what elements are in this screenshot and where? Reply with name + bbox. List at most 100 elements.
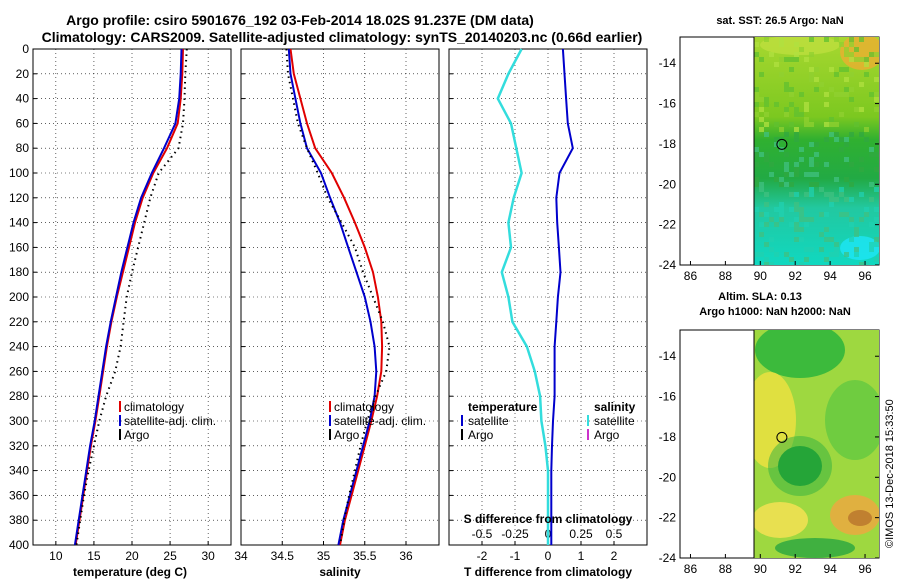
difference-xlabel: T difference from climatology — [464, 565, 632, 579]
x-tick-label: -1 — [510, 549, 521, 563]
map-y-tick-label: -22 — [659, 511, 677, 525]
sst-pixel — [799, 217, 804, 222]
legend-s-satellite-label: satellite — [594, 414, 635, 428]
sla-map-panel: Altim. SLA: 0.13 Argo h1000: NaN h2000: … — [659, 291, 880, 576]
x-tick-label: 36 — [399, 549, 413, 563]
sst-pixel — [829, 252, 834, 257]
s-x-tick-label: -0.25 — [501, 527, 529, 541]
sst-pixel — [834, 122, 839, 127]
sst-pixel — [869, 152, 874, 157]
figure-title-line1: Argo profile: csiro 5901676_192 03-Feb-2… — [66, 12, 534, 28]
sst-pixel — [869, 92, 874, 97]
sst-pixel — [774, 137, 779, 142]
sst-pixel — [789, 172, 794, 177]
sst-pixel — [799, 112, 804, 117]
sst-pixel — [784, 252, 789, 257]
sst-pixel — [869, 147, 874, 152]
sst-pixel — [854, 122, 859, 127]
series-climatology — [289, 48, 384, 546]
sst-pixel — [874, 52, 879, 57]
map-y-tick-label: -14 — [659, 56, 677, 70]
sla-map-axes: 86 88 90 92 94 96 -14 -16 -18 -20 -22 -24 — [659, 330, 879, 576]
sst-pixel — [804, 247, 809, 252]
sst-pixel — [759, 107, 764, 112]
sst-pixel — [824, 237, 829, 242]
sst-pixel — [754, 177, 759, 182]
sst-pixel — [789, 122, 794, 127]
sst-pixel — [759, 252, 764, 257]
sst-pixel — [794, 42, 799, 47]
sst-pixel — [759, 222, 764, 227]
map-y-tick-label: -14 — [659, 349, 677, 363]
x-tick-label: 15 — [87, 549, 101, 563]
x-tick-label: 34 — [234, 549, 248, 563]
y-tick-label: 380 — [9, 513, 29, 527]
sst-pixel — [864, 262, 869, 265]
sst-pixel — [859, 192, 864, 197]
sst-pixel — [784, 112, 789, 117]
sst-pixel — [859, 217, 864, 222]
map-x-tick-label: 94 — [823, 269, 837, 283]
legend-s-argo-label: Argo — [594, 428, 620, 442]
legend-temperature-heading: temperature — [468, 400, 538, 414]
s-x-tick-label: 0.5 — [606, 527, 623, 541]
sst-pixel — [769, 262, 774, 265]
sst-pixel — [804, 257, 809, 262]
sst-pixel — [854, 232, 859, 237]
difference-legend-s: salinity satellite Argo — [587, 400, 636, 442]
y-tick-label: 280 — [9, 389, 29, 403]
sst-pixel — [774, 102, 779, 107]
sst-pixel — [849, 222, 854, 227]
sst-pixel — [849, 42, 854, 47]
sst-pixel — [859, 107, 864, 112]
sst-pixel — [839, 147, 844, 152]
sst-pixel — [759, 152, 764, 157]
sst-pixel — [844, 87, 849, 92]
sst-pixel — [764, 157, 769, 162]
difference-panel: -2 -1 0 1 2-0.5 -0.25 0 0.25 0.5 temperature sat… — [448, 48, 648, 579]
sst-pixel — [774, 177, 779, 182]
sst-pixel — [874, 257, 879, 262]
sst-pixel — [794, 137, 799, 142]
y-tick-label: 100 — [9, 166, 29, 180]
x-tick-label: 34.5 — [271, 549, 295, 563]
sst-pixel — [759, 182, 764, 187]
sst-pixel — [754, 252, 759, 257]
sst-pixel — [769, 172, 774, 177]
sst-pixel — [794, 227, 799, 232]
sst-pixel — [829, 132, 834, 137]
sst-pixel — [779, 212, 784, 217]
sst-pixel — [779, 217, 784, 222]
sst-pixel — [824, 37, 829, 42]
sla-peak-patch — [848, 510, 872, 526]
sst-pixel — [849, 72, 854, 77]
sst-pixel — [754, 52, 759, 57]
sst-pixel — [809, 182, 814, 187]
sst-map-axes: 86 88 90 92 94 96 -14 -16 -18 -20 -22 -24 — [659, 37, 879, 283]
sst-pixel — [824, 192, 829, 197]
temperature-legend: climatology satellite-adj. clim. Argo — [119, 400, 216, 442]
sst-pixel — [779, 127, 784, 132]
legend-satellite-label: satellite-adj. clim. — [124, 414, 216, 428]
difference-plot: -2 -1 0 1 2-0.5 -0.25 0 0.25 0.5 — [449, 48, 647, 563]
sst-pixel — [819, 247, 824, 252]
sst-pixel — [754, 162, 759, 167]
sst-pixel — [839, 112, 844, 117]
sst-pixel — [799, 237, 804, 242]
sst-pixel — [784, 87, 789, 92]
sst-pixel — [789, 92, 794, 97]
legend-argo-label: Argo — [124, 428, 150, 442]
sst-pixel — [789, 87, 794, 92]
sst-pixel — [824, 102, 829, 107]
map-x-tick-label: 96 — [858, 562, 872, 576]
sst-pixel — [819, 187, 824, 192]
sst-pixel — [824, 227, 829, 232]
series-argo — [285, 48, 391, 546]
y-tick-label: 0 — [22, 42, 29, 56]
sst-pixel — [874, 187, 879, 192]
sst-pixel — [854, 252, 859, 257]
sst-pixel — [784, 57, 789, 62]
sst-pixel — [769, 247, 774, 252]
sst-pixel — [814, 77, 819, 82]
